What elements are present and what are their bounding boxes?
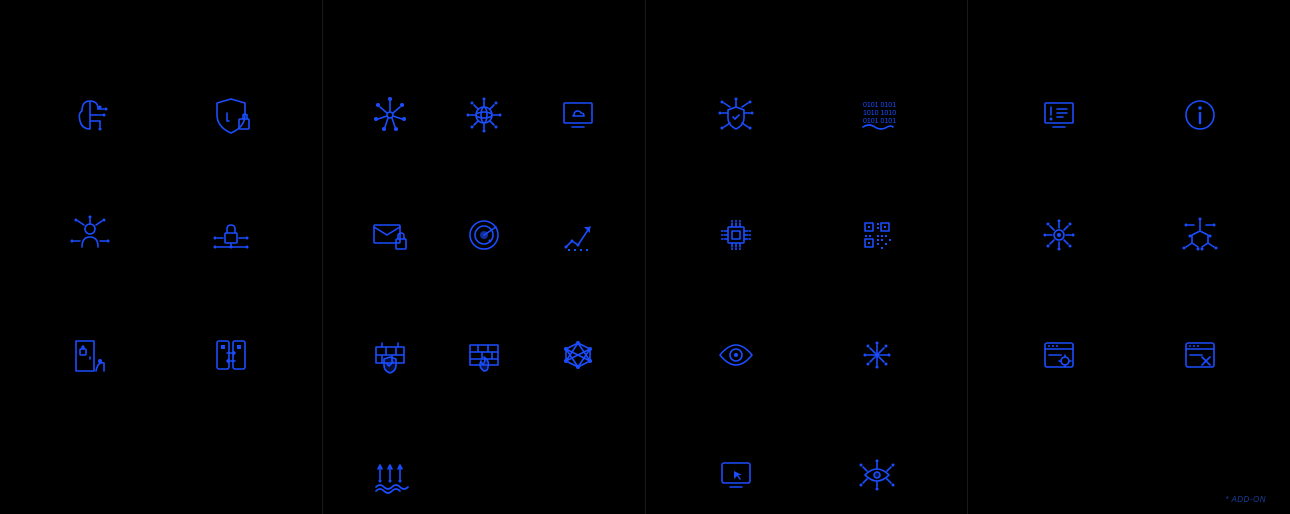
icon-column [646, 0, 969, 514]
globe-network-icon [454, 85, 514, 145]
eye-scan-icon [706, 325, 766, 385]
icon-column [323, 0, 646, 514]
user-network-icon [60, 205, 120, 265]
door-lock-hand-icon [60, 325, 120, 385]
firewall-shield-icon [360, 325, 420, 385]
info-circle-icon [1170, 85, 1230, 145]
eye-circuit-icon [847, 445, 907, 505]
mail-lock-icon [360, 205, 420, 265]
radar-target-icon [454, 205, 514, 265]
node-cluster-icon [847, 325, 907, 385]
alert-panel-icon [1029, 85, 1089, 145]
qr-code-icon [847, 205, 907, 265]
shield-circuit-icon [706, 85, 766, 145]
firewall-flame-icon [454, 325, 514, 385]
icon-grid [0, 0, 1290, 514]
lock-network-icon [201, 205, 261, 265]
device-sync-icon [201, 325, 261, 385]
brain-circuit-icon [60, 85, 120, 145]
footnote: * ADD-ON [1225, 495, 1266, 504]
mesh-network-icon [548, 325, 608, 385]
binary-code-icon [847, 85, 907, 145]
growth-arrow-icon [548, 205, 608, 265]
chip-processor-icon [706, 205, 766, 265]
cursor-screen-icon [706, 445, 766, 505]
cloud-monitor-icon [548, 85, 608, 145]
browser-cross-icon [1170, 325, 1230, 385]
browser-gear-icon [1029, 325, 1089, 385]
circuit-branch-icon [1170, 205, 1230, 265]
data-flow-up-icon [360, 445, 420, 505]
gear-network-icon [1029, 205, 1089, 265]
icon-column [0, 0, 323, 514]
network-nodes-icon [360, 85, 420, 145]
icon-column [968, 0, 1290, 514]
shield-thumbs-up-icon [201, 85, 261, 145]
